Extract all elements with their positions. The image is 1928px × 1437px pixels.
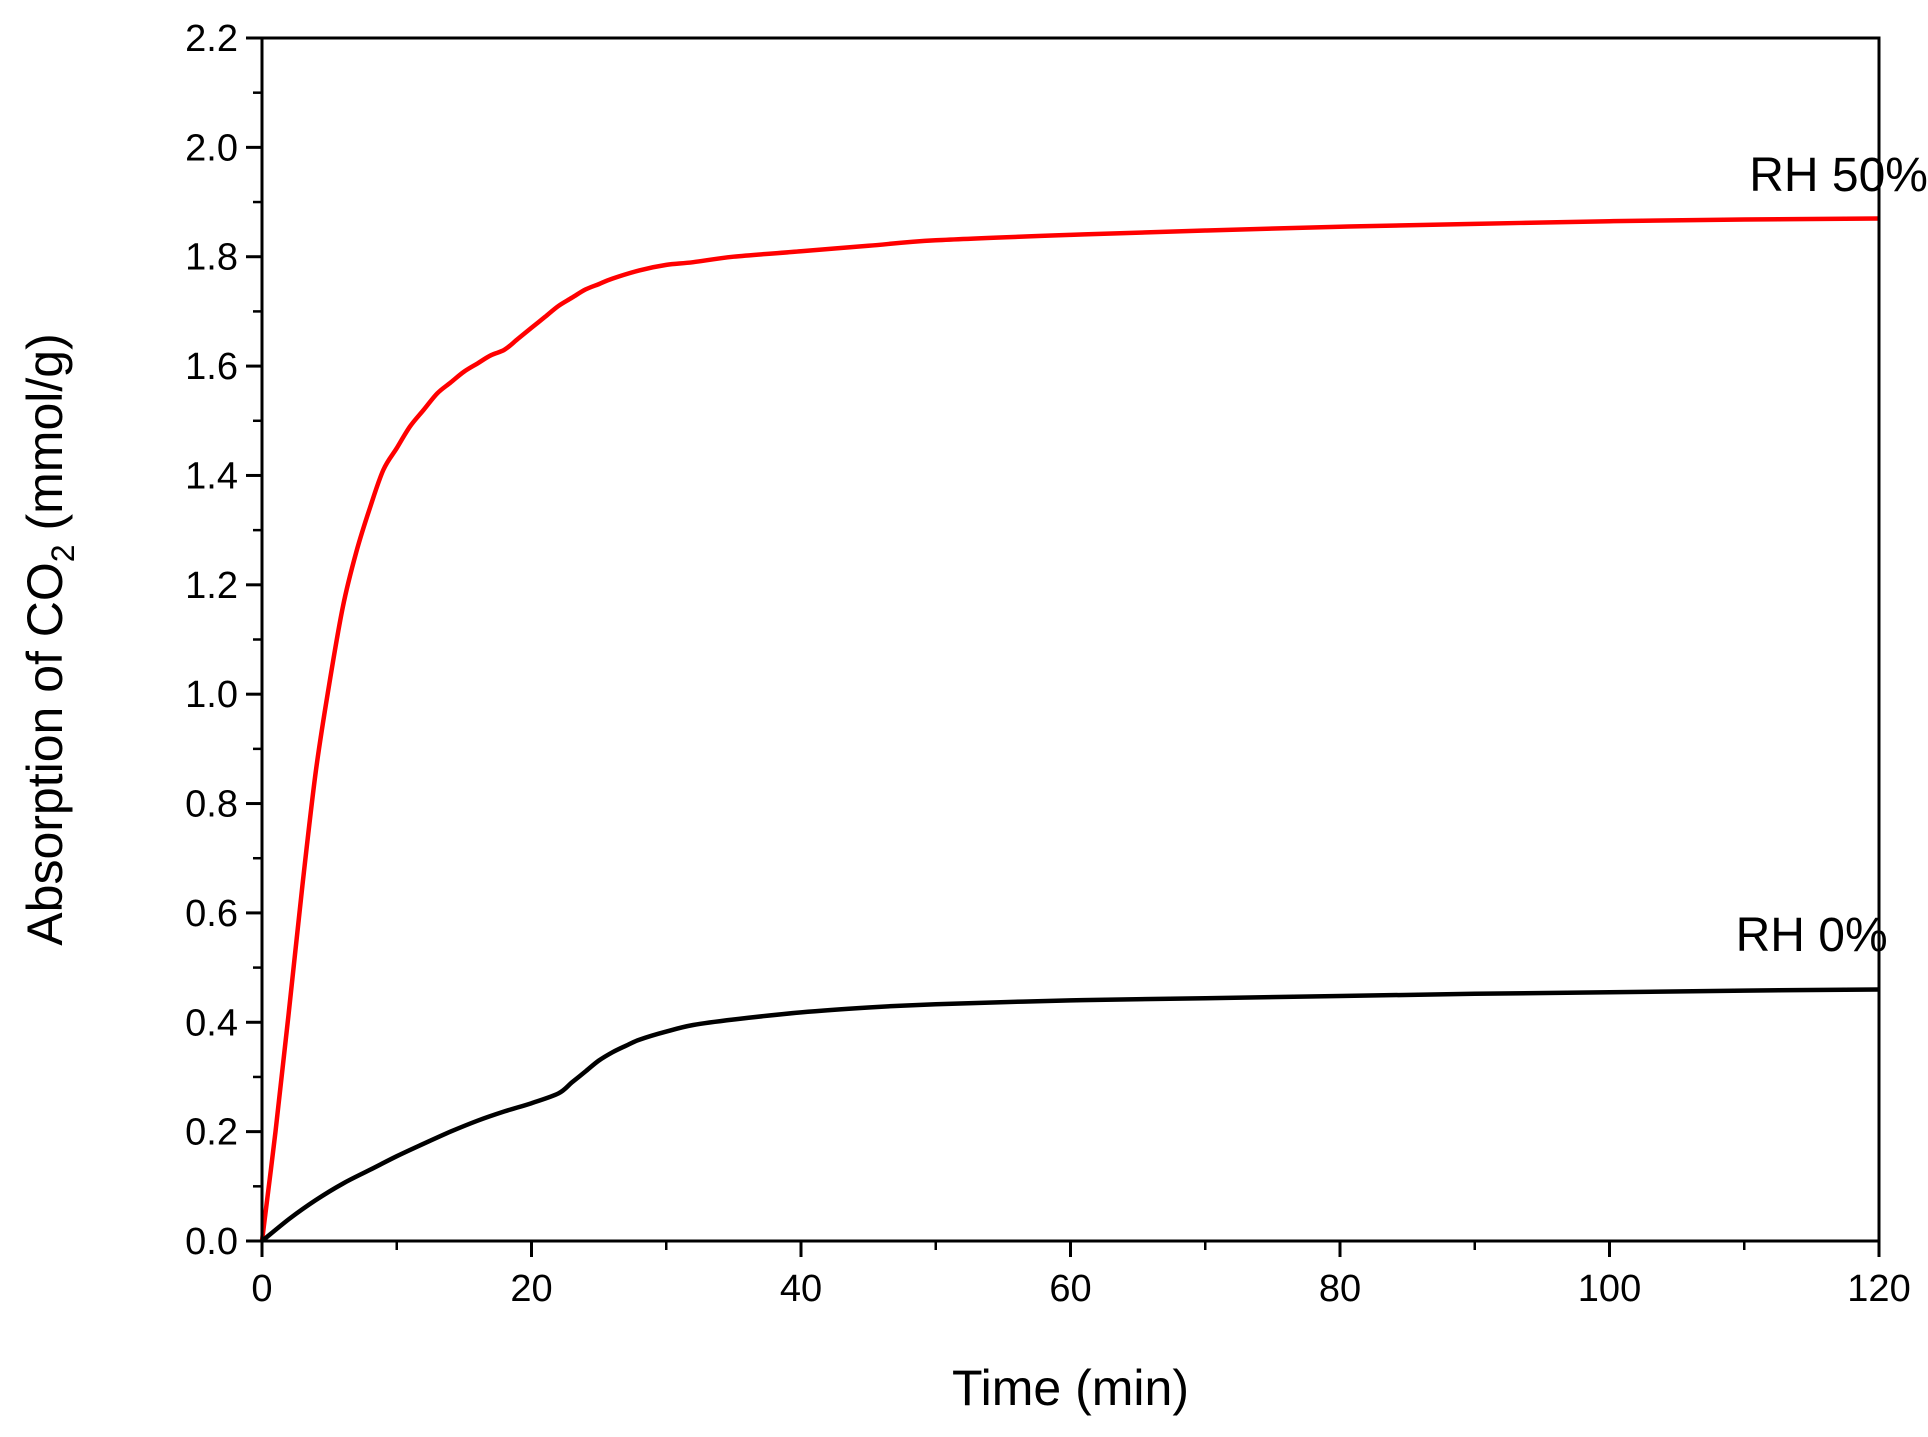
x-tick-label: 60 [1049,1268,1091,1310]
y-tick-label: 2.2 [185,18,238,60]
y-tick-label: 0.4 [185,1002,238,1044]
labels-layer: 0 20 40 60 80 100 120 0.0 0.2 0.4 0.6 0.8 1.0 1.2 1.4 1… [185,18,1928,1310]
ticks-layer [246,36,1881,1257]
y-tick-label: 1.6 [185,346,238,388]
y-tick-label: 1.0 [185,674,238,716]
series-label-rh-0: RH 0% [1736,909,1888,962]
series-line-rh-0 [260,987,1880,1243]
y-tick-label: 0.2 [185,1112,238,1154]
series-line-rh-50 [259,216,1880,1242]
x-tick-label: 20 [510,1268,552,1310]
y-tick-label: 1.2 [185,565,238,607]
y-axis-title-subscript: 2 [45,544,81,562]
x-tick-label: 0 [251,1268,272,1310]
y-tick-label: 0.6 [185,893,238,935]
y-tick-label: 0.8 [185,784,238,826]
series-label-rh-50: RH 50% [1749,149,1928,202]
y-tick-label: 2.0 [185,127,238,169]
x-tick-label: 100 [1578,1268,1641,1310]
y-axis-title-prefix: Absorption of CO [17,562,73,946]
y-tick-label: 0.0 [185,1221,238,1263]
y-axis-title: Absorption of CO2 (mmol/g) [17,333,81,945]
x-axis-title: Time (min) [952,1360,1189,1416]
x-tick-label: 40 [780,1268,822,1310]
series-layer [259,216,1880,1243]
y-tick-label: 1.8 [185,237,238,279]
y-axis-title-suffix: (mmol/g) [17,333,73,544]
x-tick-label: 80 [1319,1268,1361,1310]
y-tick-label: 1.4 [185,455,238,497]
x-tick-label: 120 [1847,1268,1910,1310]
